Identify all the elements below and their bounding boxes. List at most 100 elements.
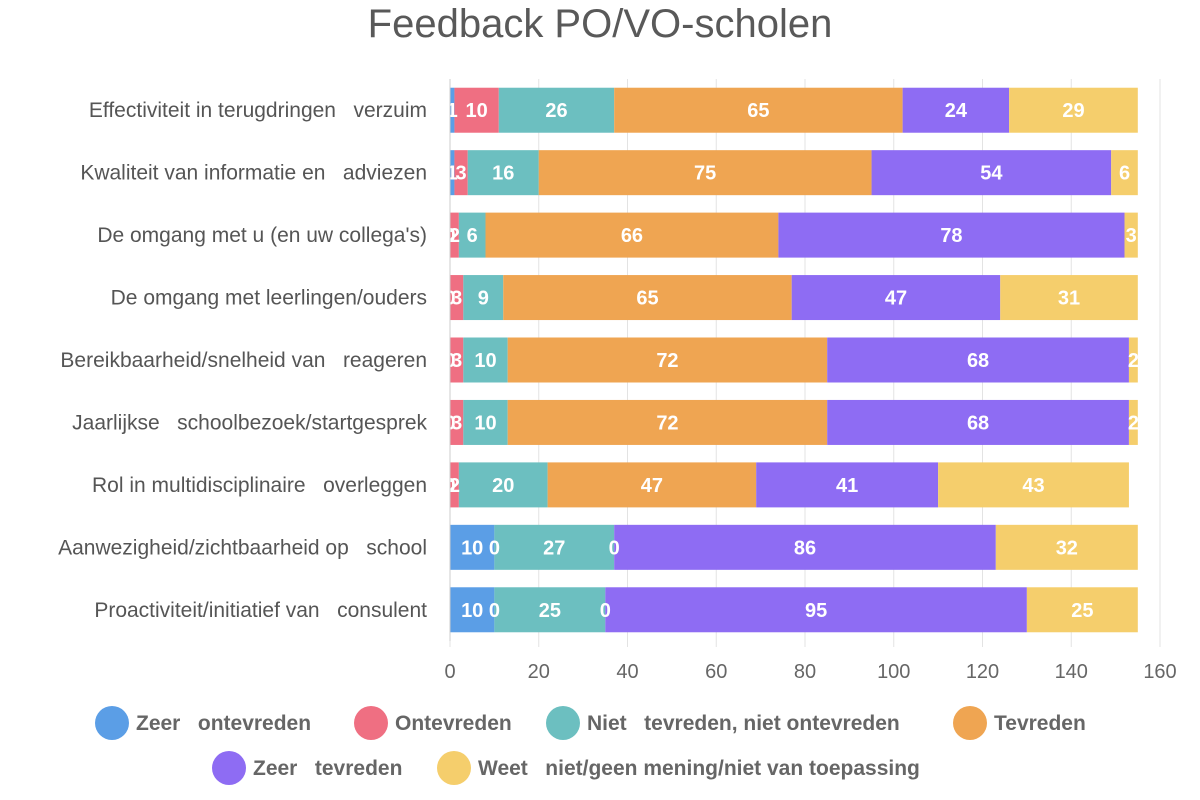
data-label: 20	[492, 475, 514, 497]
data-label: 3	[451, 350, 462, 372]
data-label: 10	[461, 537, 483, 559]
category-label: Kwaliteit van informatie en adviezen	[80, 162, 427, 185]
bar-segment	[450, 150, 455, 196]
bar-segment	[605, 587, 1027, 633]
category-label: Effectiviteit in terugdringen verzuim	[89, 99, 427, 122]
data-label: 29	[1062, 100, 1084, 122]
data-label: 78	[940, 225, 962, 247]
x-tick-label: 0	[444, 661, 455, 683]
bar-segment	[938, 462, 1129, 508]
bar-segment	[463, 275, 504, 321]
legend-label: Zeer tevreden	[253, 757, 402, 780]
bar-segment	[463, 337, 508, 383]
x-tick-label: 140	[1055, 661, 1088, 683]
legend-marker	[437, 751, 471, 785]
legend-marker	[354, 706, 388, 740]
bar-segment	[1128, 399, 1138, 445]
data-label: 25	[1071, 600, 1093, 622]
bar-segment	[547, 462, 757, 508]
bar-segment	[507, 337, 828, 383]
data-label: 75	[694, 163, 716, 185]
bar-segment	[450, 587, 495, 633]
bar-segment	[450, 212, 459, 258]
data-label: 10	[474, 412, 496, 434]
data-label: 3	[451, 288, 462, 310]
data-label: 31	[1058, 288, 1080, 310]
data-label: 0	[609, 537, 620, 559]
data-label: 47	[885, 288, 907, 310]
bar-segment	[791, 275, 1001, 321]
category-label: De omgang met leerlingen/ouders	[111, 287, 427, 310]
bar-segment	[463, 399, 508, 445]
bar-segment	[1111, 150, 1138, 196]
data-label: 6	[1119, 163, 1130, 185]
data-label: 65	[636, 288, 658, 310]
legend-marker	[212, 751, 246, 785]
bar-segment	[458, 212, 486, 258]
chart-title: Feedback PO/VO-scholen	[367, 2, 833, 46]
legend-label: Weet niet/geen mening/niet van toepassin…	[478, 757, 920, 780]
data-label: 2	[449, 475, 460, 497]
data-label: 10	[466, 100, 488, 122]
data-label: 66	[621, 225, 643, 247]
data-label: 65	[747, 100, 769, 122]
data-label: 3	[1126, 225, 1137, 247]
x-tick-label: 60	[705, 661, 727, 683]
data-label: 2	[449, 225, 460, 247]
bar-segment	[450, 337, 464, 383]
legend-label: Ontevreden	[395, 712, 512, 735]
bar-segment	[454, 150, 468, 196]
bar-segment	[756, 462, 939, 508]
legend-label: Zeer ontevreden	[136, 712, 311, 735]
category-label: Jaarlijkse schoolbezoek/startgesprek	[72, 411, 427, 434]
bar-segment	[827, 399, 1129, 445]
bar-segment	[827, 337, 1129, 383]
bar-segment	[503, 275, 792, 321]
bar-segment	[1000, 275, 1138, 321]
data-label: 1	[447, 100, 458, 122]
bar-segment	[485, 212, 779, 258]
data-label: 68	[967, 350, 989, 372]
data-label: 3	[451, 412, 462, 434]
x-tick-label: 40	[616, 661, 638, 683]
category-label: Proactiviteit/initiatief van consulent	[94, 599, 427, 622]
bar-segment	[1026, 587, 1138, 633]
data-label: 41	[836, 475, 858, 497]
legend-label: Tevreden	[994, 712, 1086, 735]
bar-segment	[902, 87, 1010, 133]
data-label: 72	[656, 350, 678, 372]
data-label: 26	[545, 100, 567, 122]
data-label: 25	[539, 600, 561, 622]
bar-segment	[778, 212, 1125, 258]
data-label: 27	[543, 537, 565, 559]
bar-segment	[614, 87, 903, 133]
legend-label: Niet tevreden, niet ontevreden	[587, 712, 900, 735]
bar-segment	[494, 587, 606, 633]
bar-segment	[1128, 337, 1138, 383]
x-tick-label: 20	[528, 661, 550, 683]
data-label: 0	[489, 600, 500, 622]
bar-segment	[458, 462, 548, 508]
data-label: 9	[478, 288, 489, 310]
data-label: 68	[967, 412, 989, 434]
data-label: 24	[945, 100, 968, 122]
x-tick-label: 100	[877, 661, 910, 683]
data-label: 10	[461, 600, 483, 622]
bar-segment	[1124, 212, 1138, 258]
data-label: 0	[600, 600, 611, 622]
data-label: 86	[794, 537, 816, 559]
bar-segment	[995, 524, 1138, 570]
x-tick-label: 120	[966, 661, 999, 683]
data-label: 10	[474, 350, 496, 372]
data-label: 95	[805, 600, 827, 622]
bar-segment	[507, 399, 828, 445]
data-label: 6	[467, 225, 478, 247]
data-label: 54	[980, 163, 1003, 185]
data-label: 2	[1128, 350, 1139, 372]
data-label: 47	[641, 475, 663, 497]
bar-segment	[1009, 87, 1138, 133]
x-tick-label: 160	[1143, 661, 1176, 683]
data-label: 0	[489, 537, 500, 559]
bar-segment	[538, 150, 872, 196]
